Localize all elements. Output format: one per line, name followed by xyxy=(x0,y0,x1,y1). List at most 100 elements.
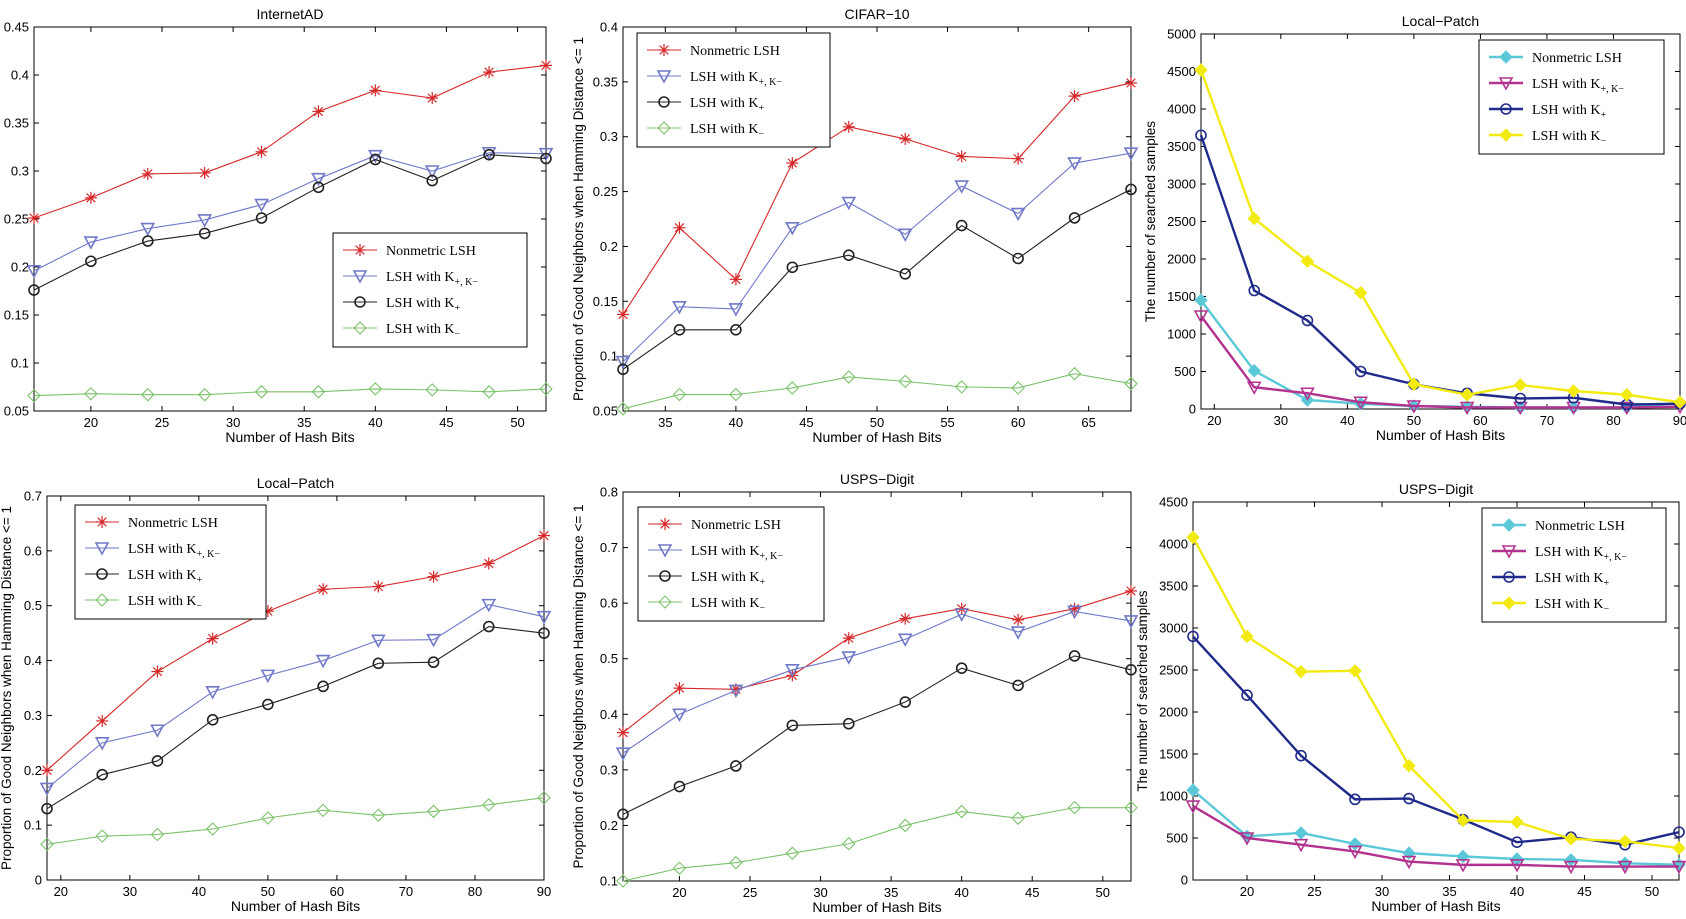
x-tick-label: 30 xyxy=(813,885,827,900)
chart-title: CIFAR−10 xyxy=(845,6,910,22)
x-tick-label: 40 xyxy=(192,884,206,899)
legend-label: LSH with K− xyxy=(691,596,765,614)
series-line xyxy=(46,625,545,810)
data-point xyxy=(1672,841,1686,855)
data-point xyxy=(1241,689,1253,702)
data-point xyxy=(1300,254,1315,268)
x-tick-label: 30 xyxy=(226,415,240,430)
data-point xyxy=(842,249,855,262)
data-point xyxy=(96,714,109,727)
data-point xyxy=(1294,664,1308,679)
series-line xyxy=(622,188,1132,370)
x-tick-label: 45 xyxy=(1577,884,1591,899)
data-point xyxy=(197,214,213,228)
chart-title: USPS−Digit xyxy=(1399,481,1473,497)
legend-label: Nonmetric LSH xyxy=(691,518,781,533)
data-point xyxy=(482,557,495,570)
x-tick-label: 80 xyxy=(1606,413,1620,428)
y-tick-label: 4500 xyxy=(1159,495,1188,510)
data-point xyxy=(1125,584,1137,597)
legend-label: LSH with K+, K− xyxy=(690,70,782,88)
legend-label: LSH with K+ xyxy=(1532,103,1606,121)
x-tick-label: 60 xyxy=(1473,413,1487,428)
y-tick-label: 3500 xyxy=(1159,579,1188,594)
y-tick-label: 0 xyxy=(1181,873,1188,888)
data-point xyxy=(1406,400,1422,414)
legend-label: LSH with K− xyxy=(128,594,202,612)
data-point xyxy=(955,662,968,674)
data-point xyxy=(1012,613,1025,626)
series-3 xyxy=(41,620,550,815)
series-4 xyxy=(40,790,551,852)
data-point xyxy=(842,717,855,730)
data-point xyxy=(483,148,495,161)
series-2 xyxy=(615,147,1139,370)
data-point xyxy=(39,782,55,797)
legend-label: LSH with K− xyxy=(386,322,460,340)
x-tick-label: 50 xyxy=(1096,885,1110,900)
x-tick-label: 90 xyxy=(1673,413,1686,428)
y-tick-label: 0.05 xyxy=(4,404,29,419)
data-point xyxy=(315,654,331,669)
data-point xyxy=(1187,630,1199,643)
x-tick-label: 25 xyxy=(155,415,169,430)
data-point xyxy=(617,808,629,821)
legend: Nonmetric LSH LSH with K+, K− LSH with K+ L… xyxy=(1478,39,1665,155)
y-tick-label: 0 xyxy=(1189,402,1196,417)
data-point xyxy=(150,827,165,842)
legend-marker xyxy=(354,244,366,256)
y-tick-label: 0.2 xyxy=(11,260,29,275)
data-point xyxy=(426,174,439,187)
y-tick-label: 3500 xyxy=(1167,139,1196,154)
series-4 xyxy=(27,382,553,403)
data-point xyxy=(1125,664,1137,676)
x-tick-label: 30 xyxy=(1274,413,1288,428)
y-tick-label: 0.5 xyxy=(24,598,42,613)
legend-marker xyxy=(658,96,670,108)
series-1 xyxy=(28,59,552,225)
series-line xyxy=(1192,789,1680,867)
legend-marker xyxy=(659,518,671,530)
data-point xyxy=(198,227,211,240)
y-tick-label: 2000 xyxy=(1167,252,1196,267)
data-point xyxy=(616,874,630,888)
data-point xyxy=(1185,800,1201,814)
series-line xyxy=(46,535,545,771)
data-point xyxy=(615,355,631,370)
data-point xyxy=(262,698,274,711)
data-point xyxy=(1193,310,1209,324)
data-point xyxy=(540,152,552,165)
data-point xyxy=(954,608,970,622)
data-point xyxy=(1067,157,1082,171)
series-1 xyxy=(41,529,550,777)
series-line xyxy=(1199,69,1681,404)
legend-label: LSH with K+ xyxy=(691,570,765,588)
data-point xyxy=(841,196,857,211)
y-tick-label: 2500 xyxy=(1159,663,1188,678)
legend-marker xyxy=(96,568,108,580)
data-point xyxy=(673,780,686,793)
data-point xyxy=(537,790,551,805)
data-point xyxy=(481,598,497,613)
legend-marker xyxy=(659,570,671,582)
x-tick-label: 45 xyxy=(439,415,453,430)
y-tick-label: 0.25 xyxy=(4,212,29,227)
data-point xyxy=(311,385,326,399)
data-point xyxy=(1068,212,1081,224)
x-tick-label: 70 xyxy=(1540,413,1554,428)
series-line xyxy=(46,797,545,845)
data-point xyxy=(28,212,40,225)
data-point xyxy=(1511,836,1523,849)
x-tick-label: 45 xyxy=(799,415,813,430)
y-tick-label: 1000 xyxy=(1167,327,1196,342)
y-tick-label: 0.6 xyxy=(600,596,618,611)
legend: Nonmetric LSH LSH with K+, K− LSH with K+ L… xyxy=(637,506,825,622)
data-point xyxy=(538,627,550,639)
y-tick-label: 3000 xyxy=(1159,621,1188,636)
data-point xyxy=(311,172,326,187)
legend-marker xyxy=(656,70,672,84)
y-tick-label: 0.7 xyxy=(24,489,42,504)
y-tick-label: 0.3 xyxy=(600,762,618,777)
data-point xyxy=(1512,401,1528,416)
